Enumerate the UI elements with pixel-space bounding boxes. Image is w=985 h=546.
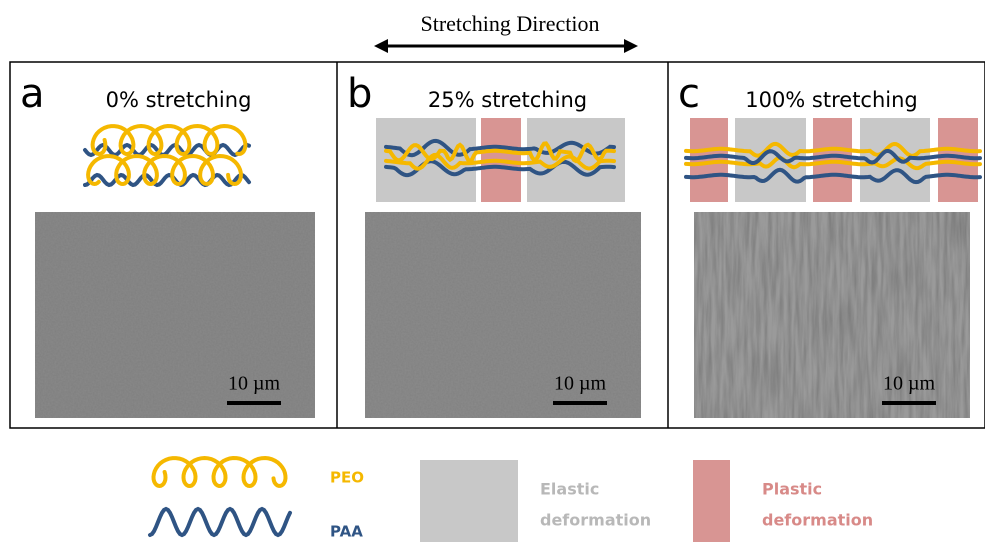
figure: Stretching Direction PEO PAA Elastic def… xyxy=(0,0,985,542)
arrow-head xyxy=(624,39,638,53)
scale-bar-label: 10 µm xyxy=(554,373,607,395)
panel-label: c xyxy=(678,71,700,117)
legend-label: Elastic xyxy=(540,480,599,499)
direction-title: Stretching Direction xyxy=(420,11,599,36)
legend-swatches xyxy=(420,460,730,542)
arrow-head xyxy=(374,39,388,53)
panel-label: a xyxy=(20,71,45,117)
scale-bar-label: 10 µm xyxy=(883,373,936,395)
legend-label: PAA xyxy=(330,523,363,541)
chain xyxy=(154,458,286,486)
scale-bar-label: 10 µm xyxy=(228,373,281,395)
panel-title: 25% stretching xyxy=(428,88,587,112)
chain xyxy=(85,175,249,185)
chain xyxy=(150,509,290,535)
panel-title: 0% stretching xyxy=(106,88,252,112)
legend-label: deformation xyxy=(540,511,651,530)
panel-label: b xyxy=(347,71,372,117)
legend-label: PEO xyxy=(330,469,364,487)
panel-title: 100% stretching xyxy=(745,88,918,112)
legend-label: deformation xyxy=(762,511,873,530)
chain xyxy=(85,145,249,155)
legend-label: Plastic xyxy=(762,480,822,499)
